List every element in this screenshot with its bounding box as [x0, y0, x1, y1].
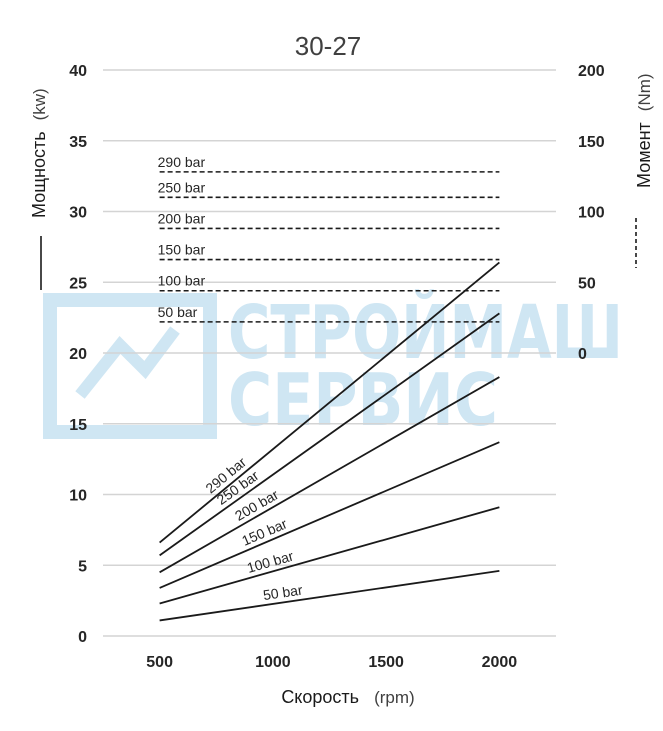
y-right-axis-title: Момент (Nm)	[634, 73, 654, 188]
x-axis-unit: (rpm)	[374, 688, 415, 707]
y-left-tick-label: 15	[69, 417, 87, 434]
y-left-axis-unit: (kw)	[30, 88, 49, 120]
chart-title: 30-27	[295, 31, 362, 61]
y-left-tick-label: 25	[69, 275, 87, 292]
torque-line-label: 150 bar	[158, 242, 206, 258]
ticks: 0 5 10 15 20 25 30 35 40 0 50 100 150 200 500 1000 1500 2…	[69, 63, 605, 671]
y-right-tick-label: 200	[578, 63, 605, 80]
x-tick-label: 1000	[255, 654, 291, 671]
power-line	[159, 312, 500, 557]
y-right-tick-label: 100	[578, 205, 605, 222]
y-left-axis-label: Мощность	[29, 131, 49, 218]
y-left-axis-title: Мощность (kw)	[29, 88, 49, 218]
power-line	[159, 506, 500, 605]
torque-line-label: 290 bar	[158, 154, 206, 170]
y-right-axis-unit: (Nm)	[635, 73, 654, 111]
svg-text:Мощность (kw): Мощность (kw)	[29, 88, 49, 218]
grid	[103, 69, 556, 637]
watermark: СТРОЙМАШ СЕРВИС	[43, 288, 623, 442]
power-line	[159, 376, 500, 574]
x-axis-label: Скорость	[281, 687, 359, 707]
x-tick-label: 500	[146, 654, 173, 671]
torque-line-label: 100 bar	[158, 273, 206, 289]
x-tick-label: 2000	[482, 654, 518, 671]
y-left-tick-label: 30	[69, 205, 87, 222]
y-left-tick-label: 35	[69, 134, 87, 151]
y-right-axis-label: Момент	[634, 122, 654, 188]
svg-text:Момент (Nm): Момент (Nm)	[634, 73, 654, 188]
y-left-tick-label: 20	[69, 346, 87, 363]
power-line-label: 50 bar	[262, 582, 304, 604]
power-line	[159, 570, 500, 622]
watermark-line1: СТРОЙМАШ	[228, 288, 623, 376]
x-tick-label: 1500	[368, 654, 404, 671]
watermark-logo-icon	[43, 293, 217, 439]
torque-line-label: 200 bar	[158, 210, 206, 226]
y-right-tick-label: 150	[578, 134, 605, 151]
y-left-tick-label: 10	[69, 488, 87, 505]
y-right-tick-label: 50	[578, 275, 596, 292]
x-axis-title: Скорость (rpm)	[281, 687, 414, 707]
svg-text:Скорость (rpm): Скорость (rpm)	[281, 687, 414, 707]
power-line	[159, 441, 500, 589]
torque-line-label: 50 bar	[158, 304, 198, 320]
y-left-tick-label: 0	[78, 629, 87, 646]
power-line	[159, 261, 500, 544]
watermark-line2: СЕРВИС	[228, 358, 498, 442]
y-left-tick-label: 40	[69, 63, 87, 80]
torque-line-label: 250 bar	[158, 179, 206, 195]
y-left-tick-label: 5	[78, 558, 87, 575]
y-right-tick-label: 0	[578, 346, 587, 363]
